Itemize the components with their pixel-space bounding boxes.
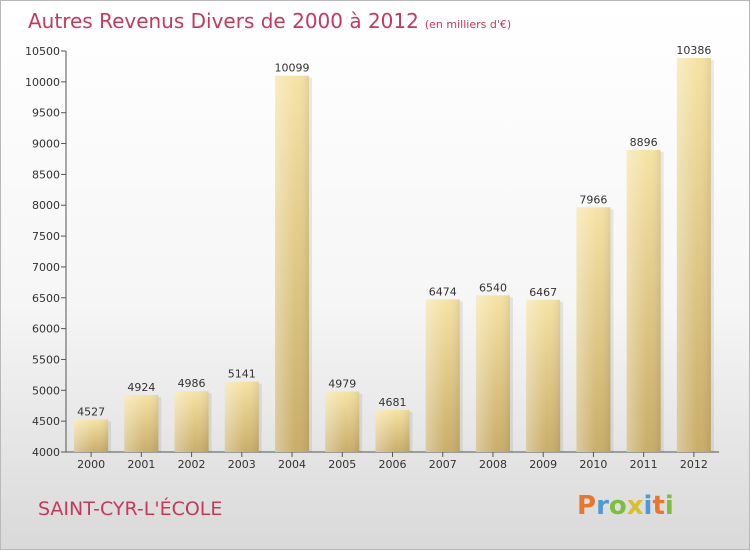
data-label: 5141 <box>228 368 256 381</box>
y-tick-label: 10500 <box>25 45 60 58</box>
bar-highlight <box>174 391 209 452</box>
bar-highlight <box>74 419 109 452</box>
bar-highlight <box>224 381 259 452</box>
y-tick-label: 7000 <box>32 261 60 274</box>
data-label: 6467 <box>529 286 557 299</box>
logo-letter: i <box>643 491 653 521</box>
bar-highlight <box>626 149 661 452</box>
bar-highlight <box>124 394 159 452</box>
data-label: 4527 <box>77 405 105 418</box>
y-tick-label: 6500 <box>32 292 60 305</box>
logo-letter: i <box>664 491 674 521</box>
logo-letter: P <box>577 491 597 521</box>
bar-highlight <box>425 299 460 452</box>
bar-highlight <box>526 299 561 452</box>
x-tick-label: 2012 <box>680 458 708 471</box>
data-label: 6540 <box>479 281 507 294</box>
data-label: 10099 <box>275 62 310 75</box>
data-labels: 4527 4924 4986 5141 10099 4979 4681 6474 6540 646… <box>77 44 711 418</box>
data-label: 4924 <box>127 381 155 394</box>
y-tick-label: 8000 <box>32 199 60 212</box>
data-label: 8896 <box>630 136 658 149</box>
x-tick-label: 2002 <box>178 458 206 471</box>
y-tick-label: 8500 <box>32 168 60 181</box>
data-label: 10386 <box>676 44 711 57</box>
x-tick-label: 2004 <box>278 458 306 471</box>
data-label: 4986 <box>178 377 206 390</box>
title-text: Autres Revenus Divers de 2000 à 2012 <box>28 9 419 33</box>
x-tick-label: 2011 <box>630 458 658 471</box>
y-tick-label: 6000 <box>32 323 60 336</box>
y-tick-label: 4000 <box>32 446 60 459</box>
chart-subtitle: (en milliers d'€) <box>424 18 512 31</box>
bar-highlight <box>475 295 510 452</box>
logo-letter: x <box>626 491 644 521</box>
chart-title: Autres Revenus Divers de 2000 à 2012 (en … <box>28 9 511 33</box>
y-tick-label: 5000 <box>32 384 60 397</box>
x-tick-label: 2007 <box>429 458 457 471</box>
x-tick-label: 2005 <box>328 458 356 471</box>
x-tick-label: 2003 <box>228 458 256 471</box>
bar-highlight <box>676 58 711 452</box>
axes: 4000 4500 5000 5500 6000 6500 7000 7500 8000 8500… <box>25 45 719 471</box>
logo-letter: r <box>596 491 609 521</box>
proxiti-logo: Proxiti <box>577 491 674 521</box>
y-tick-label: 4500 <box>32 415 60 428</box>
y-tick-label: 7500 <box>32 230 60 243</box>
y-tick-label: 10000 <box>25 76 60 89</box>
x-tick-label: 2000 <box>77 458 105 471</box>
data-label: 7966 <box>579 193 607 206</box>
data-label: 4681 <box>379 396 407 409</box>
x-tick-label: 2009 <box>529 458 557 471</box>
logo-letter: t <box>652 491 665 521</box>
x-tick-label: 2006 <box>379 458 407 471</box>
bars <box>74 58 714 452</box>
x-tick-label: 2010 <box>579 458 607 471</box>
city-name: SAINT-CYR-L'ÉCOLE <box>38 498 223 520</box>
x-tick-label: 2001 <box>127 458 155 471</box>
bar-highlight <box>275 75 310 452</box>
x-tick-label: 2008 <box>479 458 507 471</box>
y-tick-label: 5500 <box>32 353 60 366</box>
y-tick-label: 9500 <box>32 107 60 120</box>
data-label: 6474 <box>429 285 457 298</box>
bar-highlight <box>325 391 360 452</box>
y-tick-label: 9000 <box>32 138 60 151</box>
logo-letter: o <box>608 491 627 521</box>
data-label: 4979 <box>328 378 356 391</box>
bar-highlight <box>576 207 611 452</box>
bar-highlight <box>375 409 410 452</box>
